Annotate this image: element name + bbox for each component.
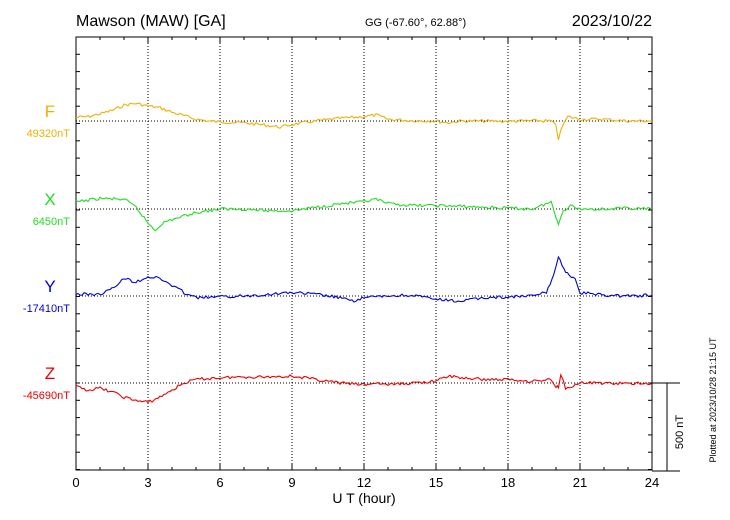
series-line-f [76,102,653,140]
series-baseline-f: 49320nT [27,128,71,140]
series-labels: F 49320nT X 6450nT Y -17410nT Z -45690nT [23,102,70,402]
date-label: 2023/10/22 [572,13,652,30]
x-tick-label: 24 [645,475,659,490]
series-line-y [75,255,653,303]
series-baseline-z: -45690nT [23,390,70,402]
series-line-z [75,372,653,404]
series-name-f: F [45,102,55,121]
series-baseline-y: -17410nT [23,303,70,315]
x-tick-label: 21 [573,475,587,490]
geographic-coordinates: GG (-67.60°, 62.88°) [365,17,466,29]
x-axis-ticks: 0 3 6 9 12 15 18 21 24 [72,36,659,490]
series-name-y: Y [44,277,55,296]
x-tick-label: 9 [288,475,295,490]
scale-bar-label: 500 nT [674,415,686,450]
series-name-x: X [44,190,55,209]
series-name-z: Z [45,364,55,383]
series-lines [75,102,653,404]
x-tick-label: 18 [501,475,515,490]
x-tick-label: 0 [72,475,79,490]
x-tick-label: 12 [357,475,371,490]
x-axis-label: U T (hour) [332,490,395,506]
station-title: Mawson (MAW) [GA] [76,13,226,30]
plotted-timestamp: Plotted at 2023/10/28 21:15 UT [708,337,718,463]
series-line-x [75,196,653,232]
x-tick-label: 6 [216,475,223,490]
x-tick-label: 3 [144,475,151,490]
scale-bar: 500 nT [652,382,686,472]
series-baseline-x: 6450nT [33,216,71,228]
chart-grid [147,37,581,470]
x-tick-label: 15 [429,475,443,490]
baseline-lines [76,120,652,384]
